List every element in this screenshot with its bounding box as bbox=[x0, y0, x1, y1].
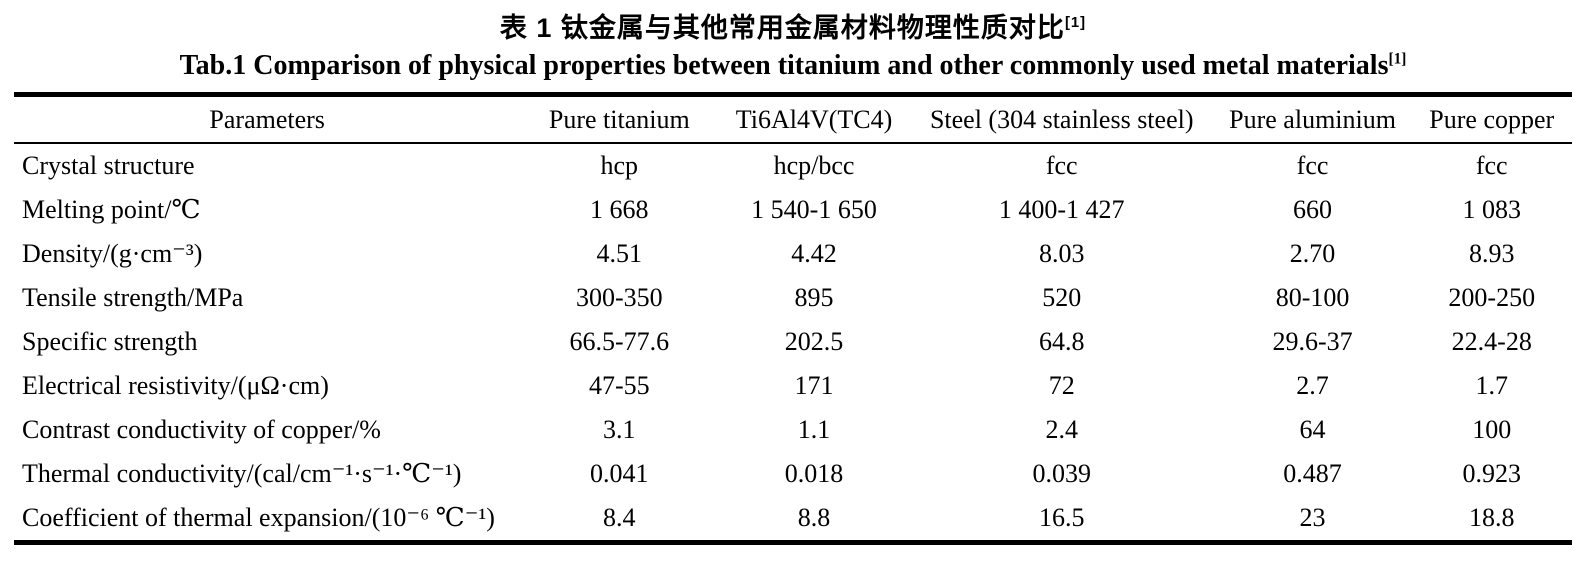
table-row-contrast-conductivity: Contrast conductivity of copper/% 3.1 1.… bbox=[14, 408, 1572, 452]
cell-value: 0.487 bbox=[1283, 459, 1342, 488]
cell-value: 202.5 bbox=[784, 327, 844, 356]
table-row-crystal-structure: Crystal structure hcp hcp/bcc fcc fcc fc… bbox=[14, 143, 1572, 188]
cell-value: 2.70 bbox=[1289, 239, 1336, 268]
column-header-pure-titanium: Pure titanium bbox=[548, 104, 690, 134]
cell-value: 1 668 bbox=[590, 195, 649, 224]
citation-ref: [1] bbox=[1064, 15, 1087, 31]
cell-value: 1 540-1 650 bbox=[751, 195, 877, 224]
cell-value: 47-55 bbox=[588, 371, 650, 400]
cell-parameter: Coefficient of thermal expansion/(10⁻⁶ ℃… bbox=[22, 503, 495, 532]
cell-value: 64.8 bbox=[1038, 327, 1085, 356]
cell-value: 2.4 bbox=[1045, 415, 1078, 444]
cell-value: 22.4-28 bbox=[1451, 327, 1532, 356]
cell-value: fcc bbox=[1045, 151, 1078, 180]
table-body: Crystal structure hcp hcp/bcc fcc fcc fc… bbox=[14, 143, 1572, 543]
cell-parameter: Specific strength bbox=[22, 327, 198, 356]
cell-value: 300-350 bbox=[575, 283, 663, 312]
cell-value: 1 400-1 427 bbox=[998, 195, 1125, 224]
table-row-electrical-resistivity: Electrical resistivity/(μΩ·cm) 47-55 171… bbox=[14, 364, 1572, 408]
column-header-pure-aluminium: Pure aluminium bbox=[1229, 104, 1396, 134]
cell-value: 8.03 bbox=[1038, 239, 1085, 268]
column-header-ti6al4v: Ti6Al4V(TC4) bbox=[735, 104, 893, 134]
cell-value: 1.1 bbox=[797, 415, 831, 444]
table-row-specific-strength: Specific strength 66.5-77.6 202.5 64.8 2… bbox=[14, 320, 1572, 364]
table-row-melting-point: Melting point/℃ 1 668 1 540-1 650 1 400-… bbox=[14, 188, 1572, 232]
cell-value: 1.7 bbox=[1475, 371, 1508, 400]
cell-parameter: Melting point/℃ bbox=[22, 195, 201, 224]
table-header: Parameters Pure titanium Ti6Al4V(TC4) St… bbox=[14, 95, 1572, 143]
citation-ref: [1] bbox=[1388, 50, 1407, 68]
cell-value: 171 bbox=[794, 371, 834, 400]
cell-value: 80-100 bbox=[1275, 283, 1350, 312]
table-title-chinese: 表 1 钛金属与其他常用金属材料物理性质对比[1] bbox=[0, 10, 1586, 46]
cell-value: 64 bbox=[1299, 415, 1326, 444]
cell-value: 660 bbox=[1293, 195, 1333, 224]
table-row-density: Density/(g·cm⁻³) 4.51 4.42 8.03 2.70 8.9… bbox=[14, 232, 1572, 276]
table-row-thermal-conductivity: Thermal conductivity/(cal/cm⁻¹·s⁻¹·℃⁻¹) … bbox=[14, 452, 1572, 496]
table-header-row: Parameters Pure titanium Ti6Al4V(TC4) St… bbox=[14, 95, 1572, 143]
cell-value: 520 bbox=[1042, 283, 1082, 312]
cell-parameter: Electrical resistivity/(μΩ·cm) bbox=[22, 371, 329, 400]
cell-value: 100 bbox=[1472, 415, 1512, 444]
cell-parameter: Tensile strength/MPa bbox=[22, 283, 244, 312]
cell-value: 16.5 bbox=[1038, 503, 1085, 532]
table-title-chinese-text: 表 1 钛金属与其他常用金属材料物理性质对比 bbox=[499, 13, 1065, 43]
column-header-steel: Steel (304 stainless steel) bbox=[929, 104, 1194, 134]
cell-value: fcc bbox=[1475, 151, 1508, 180]
cell-value: 3.1 bbox=[603, 415, 636, 444]
table-title-english-text: Tab.1 Comparison of physical properties … bbox=[179, 50, 1389, 81]
cell-value: 1 083 bbox=[1462, 195, 1521, 224]
cell-value: 8.8 bbox=[797, 503, 831, 532]
cell-value: 29.6-37 bbox=[1272, 327, 1353, 356]
cell-value: 2.7 bbox=[1296, 371, 1329, 400]
cell-value: 0.041 bbox=[590, 459, 649, 488]
properties-table: Parameters Pure titanium Ti6Al4V(TC4) St… bbox=[14, 92, 1572, 545]
cell-value: 66.5-77.6 bbox=[569, 327, 670, 356]
cell-value: 4.42 bbox=[791, 239, 837, 268]
cell-value: 8.4 bbox=[603, 503, 636, 532]
table-row-tensile-strength: Tensile strength/MPa 300-350 895 520 80-… bbox=[14, 276, 1572, 320]
cell-value: hcp/bcc bbox=[773, 151, 855, 180]
table-title-english: Tab.1 Comparison of physical properties … bbox=[0, 46, 1586, 86]
cell-value: 0.923 bbox=[1462, 459, 1521, 488]
column-header-parameters: Parameters bbox=[209, 104, 325, 134]
cell-value: 200-250 bbox=[1448, 283, 1536, 312]
column-header-pure-copper: Pure copper bbox=[1429, 104, 1555, 134]
cell-value: hcp bbox=[600, 151, 639, 180]
cell-value: 8.93 bbox=[1468, 239, 1515, 268]
cell-value: fcc bbox=[1296, 151, 1329, 180]
cell-parameter: Thermal conductivity/(cal/cm⁻¹·s⁻¹·℃⁻¹) bbox=[22, 459, 462, 488]
cell-value: 4.51 bbox=[596, 239, 643, 268]
cell-value: 0.039 bbox=[1032, 459, 1091, 488]
cell-parameter: Crystal structure bbox=[22, 151, 195, 180]
cell-value: 23 bbox=[1299, 503, 1326, 532]
cell-value: 895 bbox=[794, 283, 834, 312]
table-row-thermal-expansion: Coefficient of thermal expansion/(10⁻⁶ ℃… bbox=[14, 496, 1572, 543]
cell-parameter: Density/(g·cm⁻³) bbox=[22, 239, 203, 268]
cell-value: 18.8 bbox=[1468, 503, 1515, 532]
cell-value: 72 bbox=[1048, 371, 1075, 400]
cell-value: 0.018 bbox=[784, 459, 844, 488]
cell-parameter: Contrast conductivity of copper/% bbox=[22, 415, 381, 444]
